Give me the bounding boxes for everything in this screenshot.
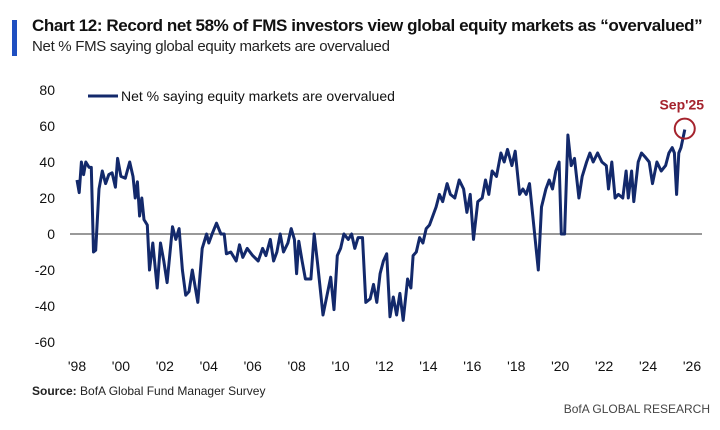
y-tick-label: 20: [39, 190, 55, 206]
x-tick-label: '22: [595, 358, 613, 374]
brand-label: BofA GLOBAL RESEARCH: [563, 402, 710, 416]
x-tick-label: '04: [200, 358, 218, 374]
y-tick-label: 60: [39, 118, 55, 134]
y-tick-label: -40: [35, 298, 55, 314]
x-tick-label: '20: [551, 358, 569, 374]
x-tick-label: '18: [507, 358, 525, 374]
annotation-circle: [673, 117, 696, 140]
y-tick-label: 40: [39, 154, 55, 170]
x-tick-label: '00: [112, 358, 130, 374]
y-tick-label: 80: [39, 82, 55, 98]
x-axis: '98 '00 '02 '04 '06 '08 '10 '12 '14 '16 '18 '20 '22 '…: [68, 358, 701, 374]
title-accent-bar: [12, 20, 17, 56]
y-tick-label: 0: [47, 226, 55, 242]
x-tick-label: '08: [288, 358, 306, 374]
x-tick-label: '14: [419, 358, 437, 374]
x-tick-label: '16: [463, 358, 481, 374]
x-tick-label: '12: [375, 358, 393, 374]
x-tick-label: '98: [68, 358, 86, 374]
x-tick-label: '10: [331, 358, 349, 374]
annotation-label: Sep'25: [659, 97, 704, 113]
y-tick-label: -20: [35, 262, 55, 278]
y-axis: 80 60 40 20 0 -20 -40 -60: [35, 82, 55, 350]
source-note: Source: BofA Global Fund Manager Survey: [32, 384, 266, 398]
chart-title: Chart 12: Record net 58% of FMS investor…: [32, 16, 703, 35]
line-chart: 80 60 40 20 0 -20 -40 -60 '98 '00 '02 '04 '06 '08 '10…: [35, 82, 704, 374]
chart-subtitle: Net % FMS saying global equity markets a…: [32, 38, 390, 55]
legend-label: Net % saying equity markets are overvalu…: [121, 88, 395, 104]
x-tick-label: '24: [639, 358, 657, 374]
x-tick-label: '06: [244, 358, 262, 374]
x-tick-label: '26: [683, 358, 701, 374]
y-tick-label: -60: [35, 334, 55, 350]
x-tick-label: '02: [156, 358, 174, 374]
series-line: [75, 129, 687, 322]
